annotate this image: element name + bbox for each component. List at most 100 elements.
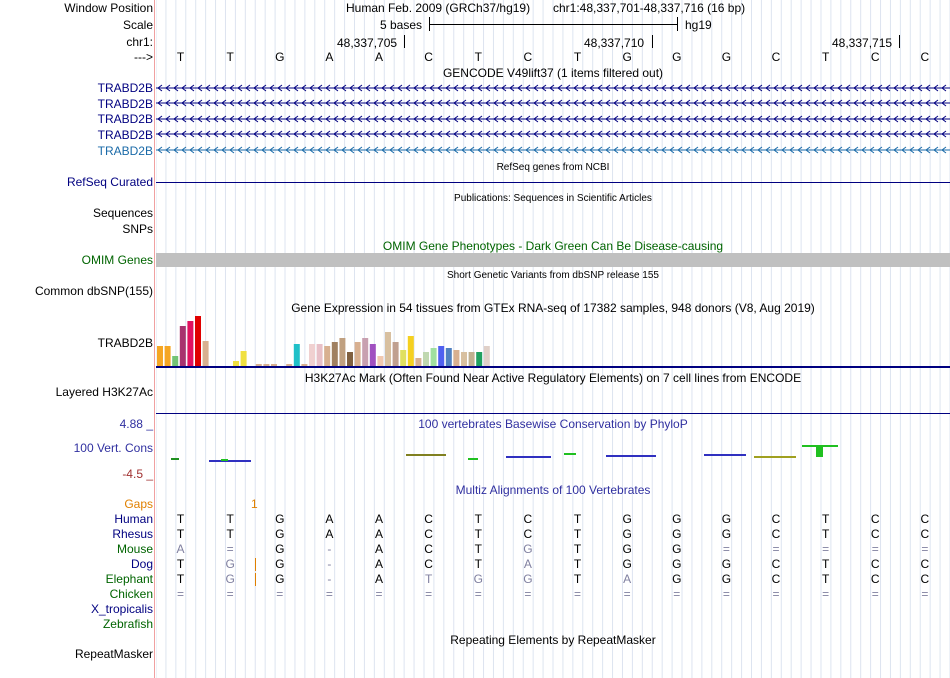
strand-arrow xyxy=(741,146,747,154)
gencode-gene-label[interactable]: TRABD2B xyxy=(97,97,153,111)
strand-arrow xyxy=(221,115,227,123)
phylop-plot[interactable] xyxy=(156,436,950,466)
strand-arrow xyxy=(421,115,427,123)
aligned-base: C xyxy=(424,557,433,571)
position-range[interactable]: chr1:48,337,701-48,337,716 (16 bp) xyxy=(553,1,746,15)
repeatmasker-title[interactable]: Repeating Elements by RepeatMasker xyxy=(450,633,656,647)
strand-arrow xyxy=(901,99,907,107)
strand-arrow xyxy=(525,84,531,92)
strand-arrow xyxy=(157,130,163,138)
gencode-gene-label[interactable]: TRABD2B xyxy=(97,128,153,142)
aligned-base: = xyxy=(276,587,284,601)
strand-arrow xyxy=(941,130,947,138)
strand-arrow xyxy=(405,146,411,154)
strand-arrow xyxy=(197,99,203,107)
gtex-bar-chart[interactable] xyxy=(156,314,950,370)
strand-arrow xyxy=(229,115,235,123)
gencode-gene-label[interactable]: TRABD2B xyxy=(97,112,153,126)
strand-arrow xyxy=(213,146,219,154)
strand-arrow xyxy=(285,84,291,92)
gtex-title[interactable]: Gene Expression in 54 tissues from GTEx … xyxy=(291,301,815,315)
strand-arrow xyxy=(821,84,827,92)
phylop-title[interactable]: 100 vertebrates Basewise Conservation by… xyxy=(418,417,688,431)
strand-arrow xyxy=(165,99,171,107)
strand-arrow xyxy=(821,130,827,138)
strand-arrow xyxy=(765,130,771,138)
strand-arrow xyxy=(445,99,451,107)
refseq-title[interactable]: RefSeq genes from NCBI xyxy=(496,162,610,173)
strand-arrow xyxy=(517,115,523,123)
strand-arrow xyxy=(221,130,227,138)
strand-arrow xyxy=(805,99,811,107)
species-label[interactable]: X_tropicalis xyxy=(90,602,153,616)
gencode-gene-tracks[interactable] xyxy=(156,80,950,160)
strand-arrow xyxy=(501,84,507,92)
strand-arrow xyxy=(869,99,875,107)
strand-arrow xyxy=(373,130,379,138)
strand-arrow xyxy=(429,115,435,123)
strand-arrow xyxy=(245,146,251,154)
strand-arrow xyxy=(429,146,435,154)
species-label[interactable]: Zebrafish xyxy=(102,617,153,631)
strand-arrow xyxy=(189,99,195,107)
phylop-label[interactable]: 100 Vert. Cons xyxy=(73,441,153,455)
strand-arrow xyxy=(253,130,259,138)
strand-arrow xyxy=(773,84,779,92)
strand-arrow xyxy=(605,146,611,154)
gencode-title[interactable]: GENCODE V49lift37 (1 items filtered out) xyxy=(442,66,664,80)
multiz-title[interactable]: Multiz Alignments of 100 Vertebrates xyxy=(455,483,651,497)
strand-arrow xyxy=(509,130,515,138)
dbsnp-title[interactable]: Short Genetic Variants from dbSNP releas… xyxy=(447,270,659,281)
species-label[interactable]: Dog xyxy=(130,557,153,571)
strand-arrow xyxy=(733,84,739,92)
species-label[interactable]: Rhesus xyxy=(112,527,153,541)
strand-arrow xyxy=(341,146,347,154)
strand-arrow xyxy=(541,146,547,154)
gtex-tissue-bar xyxy=(172,356,179,366)
strand-arrow xyxy=(741,99,747,107)
strand-arrow xyxy=(285,146,291,154)
species-label[interactable]: Human xyxy=(114,512,153,526)
strand-arrow xyxy=(421,84,427,92)
omim-title[interactable]: OMIM Gene Phenotypes - Dark Green Can Be… xyxy=(382,239,724,253)
strand-arrow xyxy=(565,146,571,154)
gtex-tissue-bar xyxy=(354,342,361,366)
strand-arrow xyxy=(437,130,443,138)
gaps-label[interactable]: Gaps xyxy=(124,497,153,511)
strand-arrow xyxy=(677,84,683,92)
gencode-gene-label[interactable]: TRABD2B xyxy=(97,144,153,158)
strand-arrow xyxy=(645,130,651,138)
strand-arrow xyxy=(301,115,307,123)
strand-arrow xyxy=(381,115,387,123)
omim-bar[interactable] xyxy=(156,253,950,267)
aligned-base: T xyxy=(821,527,830,541)
h3k27ac-title[interactable]: H3K27Ac Mark (Often Found Near Active Re… xyxy=(304,371,802,385)
omim-label[interactable]: OMIM Genes xyxy=(81,253,153,267)
phylop-segment xyxy=(209,460,251,462)
label-separator xyxy=(154,0,155,678)
species-label[interactable]: Elephant xyxy=(105,572,153,586)
strand-arrow xyxy=(469,99,475,107)
dbsnp-label[interactable]: Common dbSNP(155) xyxy=(34,284,153,298)
h3k27ac-label[interactable]: Layered H3K27Ac xyxy=(55,385,153,399)
strand-arrow xyxy=(757,99,763,107)
phylop-segment xyxy=(468,458,478,460)
repeatmasker-label[interactable]: RepeatMasker xyxy=(74,647,153,661)
aligned-base: G xyxy=(672,512,682,526)
refseq-label[interactable]: RefSeq Curated xyxy=(66,175,153,189)
aligned-base: A xyxy=(374,512,383,526)
gtex-tissue-bar xyxy=(233,361,239,366)
strand-arrow xyxy=(293,84,299,92)
strand-arrow xyxy=(325,115,331,123)
strand-arrow xyxy=(373,146,379,154)
strand-arrow xyxy=(621,99,627,107)
publications-title[interactable]: Publications: Sequences in Scientific Ar… xyxy=(454,193,652,204)
gtex-label[interactable]: TRABD2B xyxy=(97,336,153,350)
strand-arrow xyxy=(565,99,571,107)
species-label[interactable]: Chicken xyxy=(109,587,153,601)
species-label[interactable]: Mouse xyxy=(116,542,153,556)
snps-label[interactable]: SNPs xyxy=(122,222,153,236)
sequences-label[interactable]: Sequences xyxy=(92,206,153,220)
strand-arrow xyxy=(765,84,771,92)
gencode-gene-label[interactable]: TRABD2B xyxy=(97,81,153,95)
